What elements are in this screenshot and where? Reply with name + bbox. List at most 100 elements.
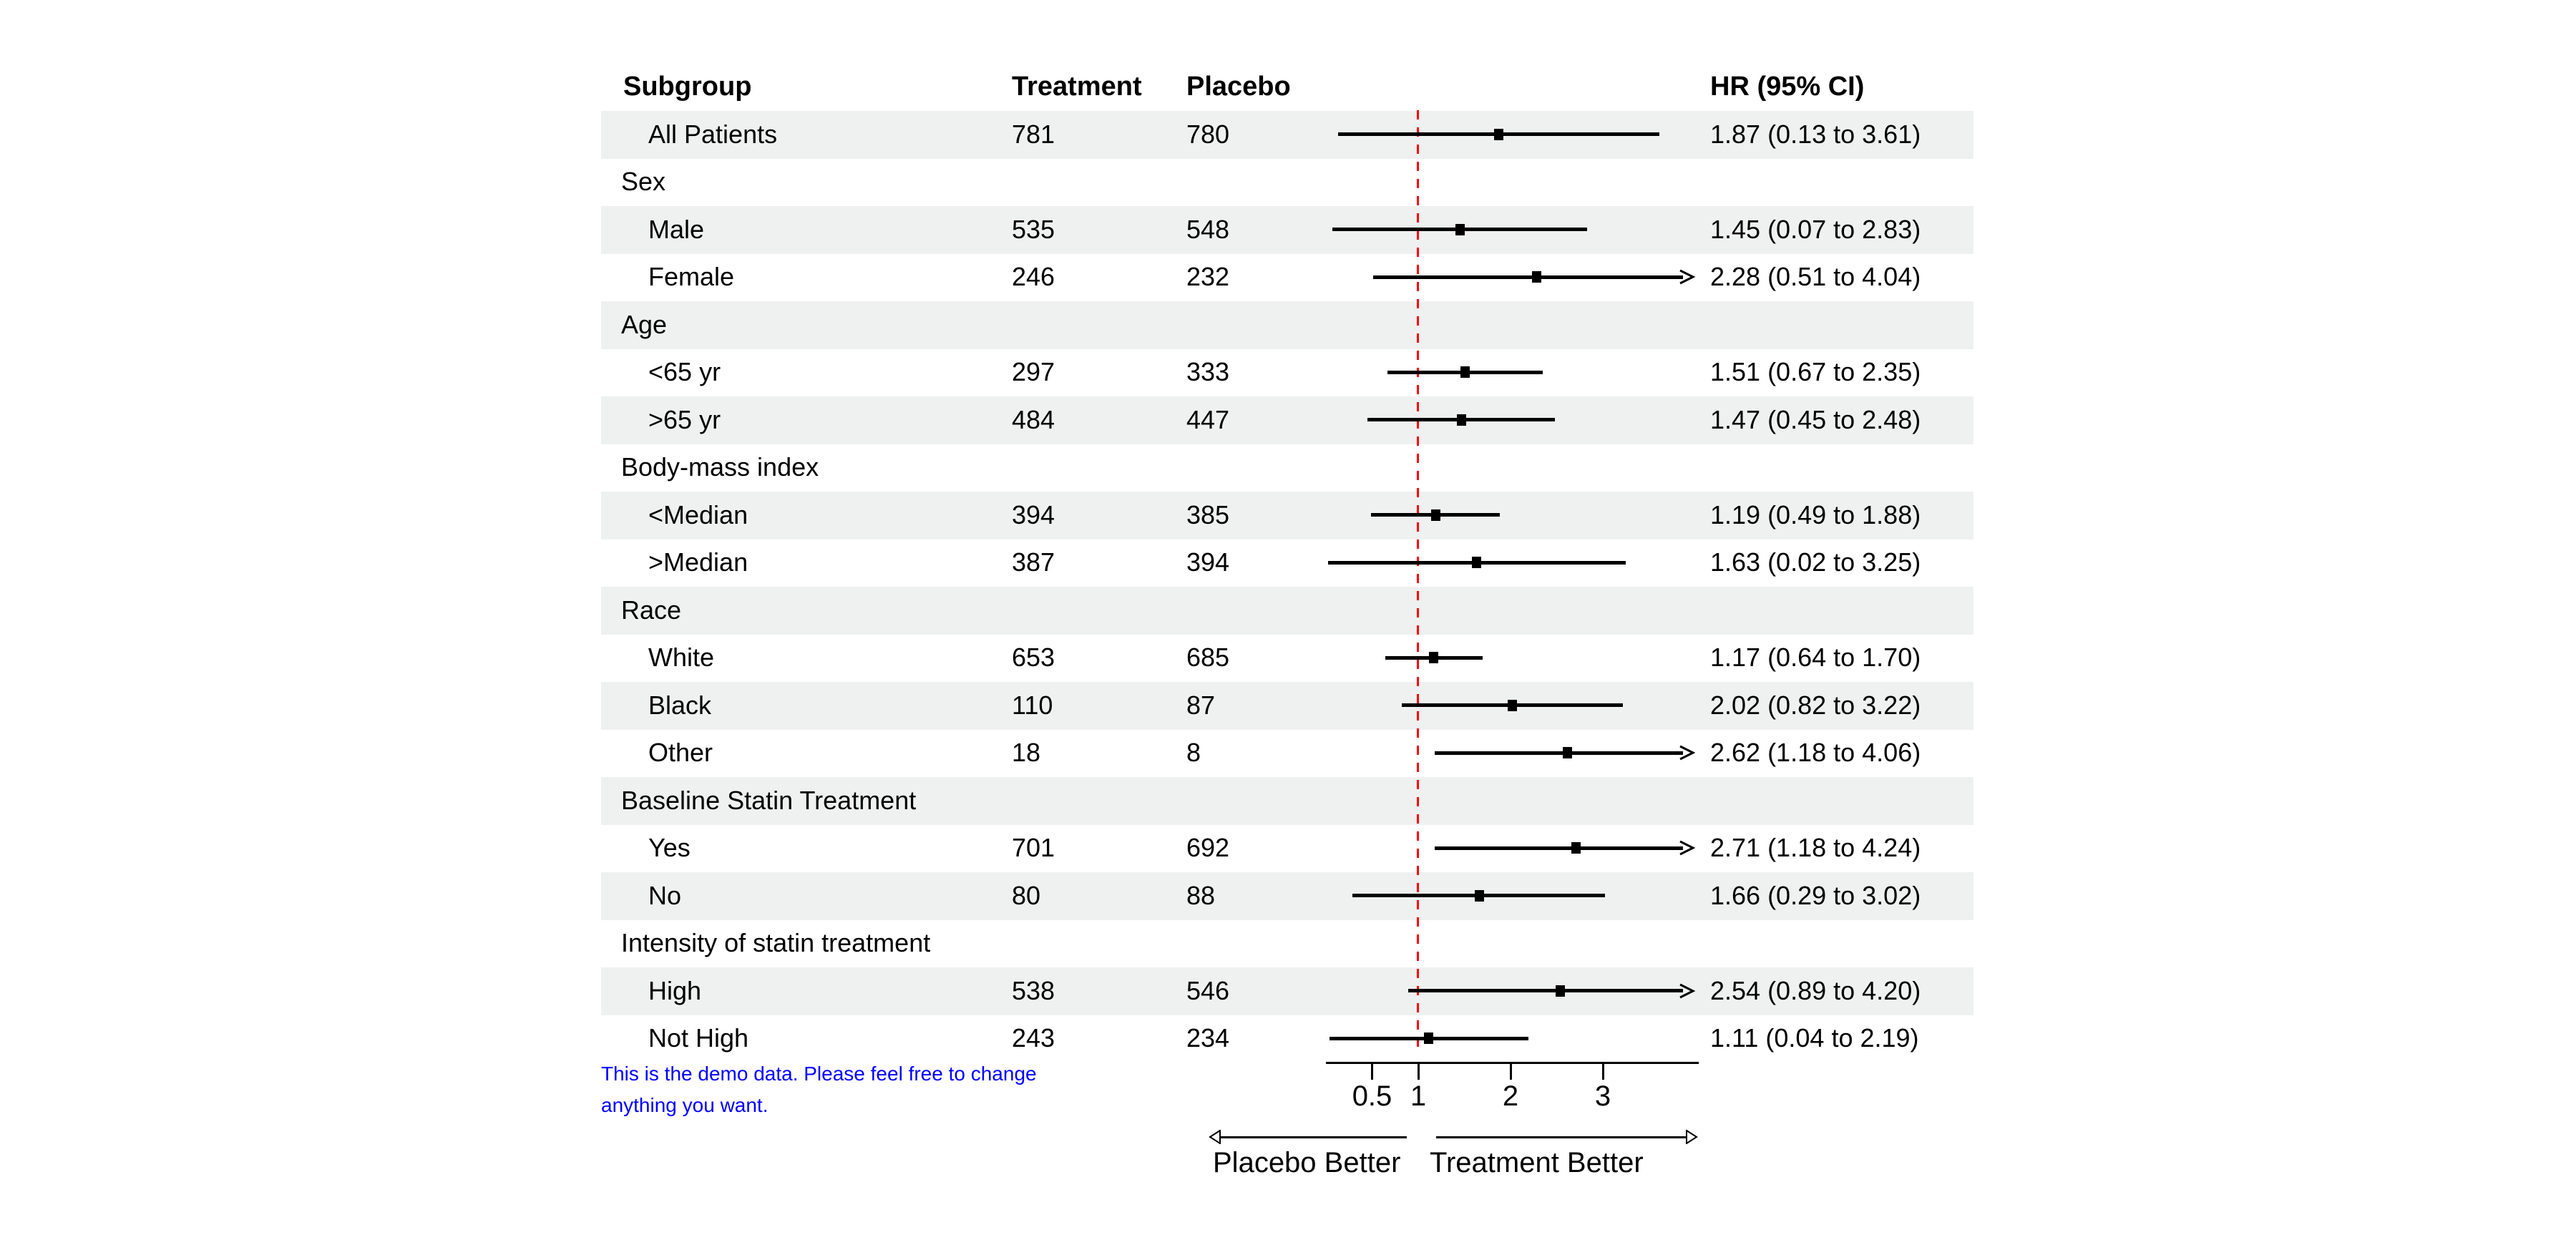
x-axis-tick [1509,1063,1512,1080]
treatment-value: 80 [1012,880,1041,910]
ci-line [1372,275,1683,279]
placebo-better-label: Placebo Better [1213,1147,1401,1178]
hr-marker [1431,509,1440,521]
row-stripe [601,586,1974,635]
hr-ci-value: 1.47 (0.45 to 2.48) [1710,404,1921,434]
ci-line [1435,846,1683,850]
placebo-value: 692 [1186,833,1230,863]
section-label: Age [621,309,668,339]
treatment-value: 246 [1012,262,1055,292]
hr-marker [1556,985,1566,997]
demo-note-line-1: This is the demo data. Please feel free … [601,1063,1037,1085]
treatment-value: 653 [1012,643,1055,673]
hr-ci-value: 1.11 (0.04 to 2.19) [1710,1023,1919,1053]
ci-line [1407,989,1683,993]
treatment-value: 387 [1012,547,1055,577]
column-header-treatment: Treatment [1012,72,1142,102]
section-label: Intensity of statin treatment [621,928,931,958]
treatment-value: 18 [1012,738,1041,768]
x-axis-tick-label: 1 [1410,1080,1427,1112]
hr-marker [1460,366,1470,379]
section-label: Sex [621,167,666,197]
reference-line [1417,110,1419,1055]
section-label: Body-mass index [621,452,819,482]
ci-arrowhead-icon [1679,840,1696,856]
subgroup-label: High [648,975,702,1005]
x-axis-tick [1371,1063,1373,1080]
treatment-value: 243 [1012,1023,1055,1053]
hr-marker [1571,842,1581,854]
hr-marker [1455,223,1465,235]
placebo-value: 685 [1186,643,1230,673]
treatment-better-label: Treatment Better [1430,1147,1644,1178]
subgroup-label: Not High [648,1023,749,1053]
row-stripe [601,110,1974,159]
hr-marker [1563,747,1573,759]
placebo-value: 87 [1186,690,1216,720]
ci-arrowhead-icon [1679,269,1696,285]
treatment-value: 297 [1012,357,1055,387]
row-stripe [601,681,1974,730]
row-stripe [601,872,1974,920]
hr-marker [1457,414,1467,426]
placebo-value: 780 [1186,119,1230,149]
hr-marker [1474,889,1484,902]
right-arrowhead-icon [1686,1130,1698,1144]
ci-arrowhead-icon [1679,745,1696,761]
subgroup-label: All Patients [648,119,778,149]
hr-ci-value: 2.62 (1.18 to 4.06) [1710,738,1921,768]
hr-marker [1429,652,1439,664]
placebo-value: 232 [1186,262,1230,292]
column-header-hr-ci: HR (95% CI) [1710,72,1865,102]
placebo-value: 546 [1186,975,1230,1005]
row-stripe [601,776,1974,825]
treatment-better-arrow [1436,1136,1687,1138]
x-axis-tick-label: 2 [1502,1080,1519,1112]
row-stripe [601,491,1974,540]
subgroup-label: <Median [648,499,748,529]
subgroup-label: Yes [648,833,691,863]
subgroup-label: Other [648,738,713,768]
hr-marker [1508,699,1518,711]
hr-ci-value: 1.66 (0.29 to 3.02) [1710,880,1921,910]
hr-ci-value: 2.71 (1.18 to 4.24) [1710,833,1921,863]
ci-arrowhead-icon [1679,983,1696,999]
x-axis-tick [1417,1063,1420,1080]
x-axis-tick-label: 3 [1594,1080,1611,1112]
placebo-value: 88 [1186,880,1216,910]
column-header-subgroup: Subgroup [623,72,752,102]
subgroup-label: >65 yr [648,404,721,434]
treatment-value: 701 [1012,833,1055,863]
hr-marker [1531,271,1541,283]
subgroup-label: White [648,643,715,673]
placebo-value: 548 [1186,214,1230,244]
row-stripe [601,205,1974,254]
row-stripe [601,967,1974,1015]
ci-line [1435,751,1683,755]
hr-marker [1493,128,1503,140]
treatment-value: 538 [1012,975,1055,1005]
treatment-value: 394 [1012,499,1055,529]
hr-marker [1471,557,1481,569]
treatment-value: 484 [1012,404,1055,434]
x-axis-tick-label: 0.5 [1352,1080,1392,1112]
hr-ci-value: 1.19 (0.49 to 1.88) [1710,499,1921,529]
placebo-value: 333 [1186,357,1230,387]
row-stripe [601,301,1974,349]
column-header-placebo: Placebo [1186,72,1291,102]
placebo-better-arrow [1219,1136,1407,1138]
hr-ci-value: 2.28 (0.51 to 4.04) [1710,262,1921,292]
x-axis-line [1326,1062,1699,1064]
treatment-value: 535 [1012,214,1055,244]
hr-ci-value: 1.17 (0.64 to 1.70) [1710,643,1921,673]
hr-marker [1423,1032,1433,1045]
treatment-value: 781 [1012,119,1055,149]
hr-ci-value: 1.87 (0.13 to 3.61) [1710,119,1921,149]
row-stripe [601,396,1974,444]
treatment-value: 110 [1012,690,1053,720]
section-label: Baseline Statin Treatment [621,785,917,815]
placebo-value: 8 [1186,738,1201,768]
demo-note-line-2: anything you want. [601,1094,769,1116]
subgroup-label: No [648,880,682,910]
